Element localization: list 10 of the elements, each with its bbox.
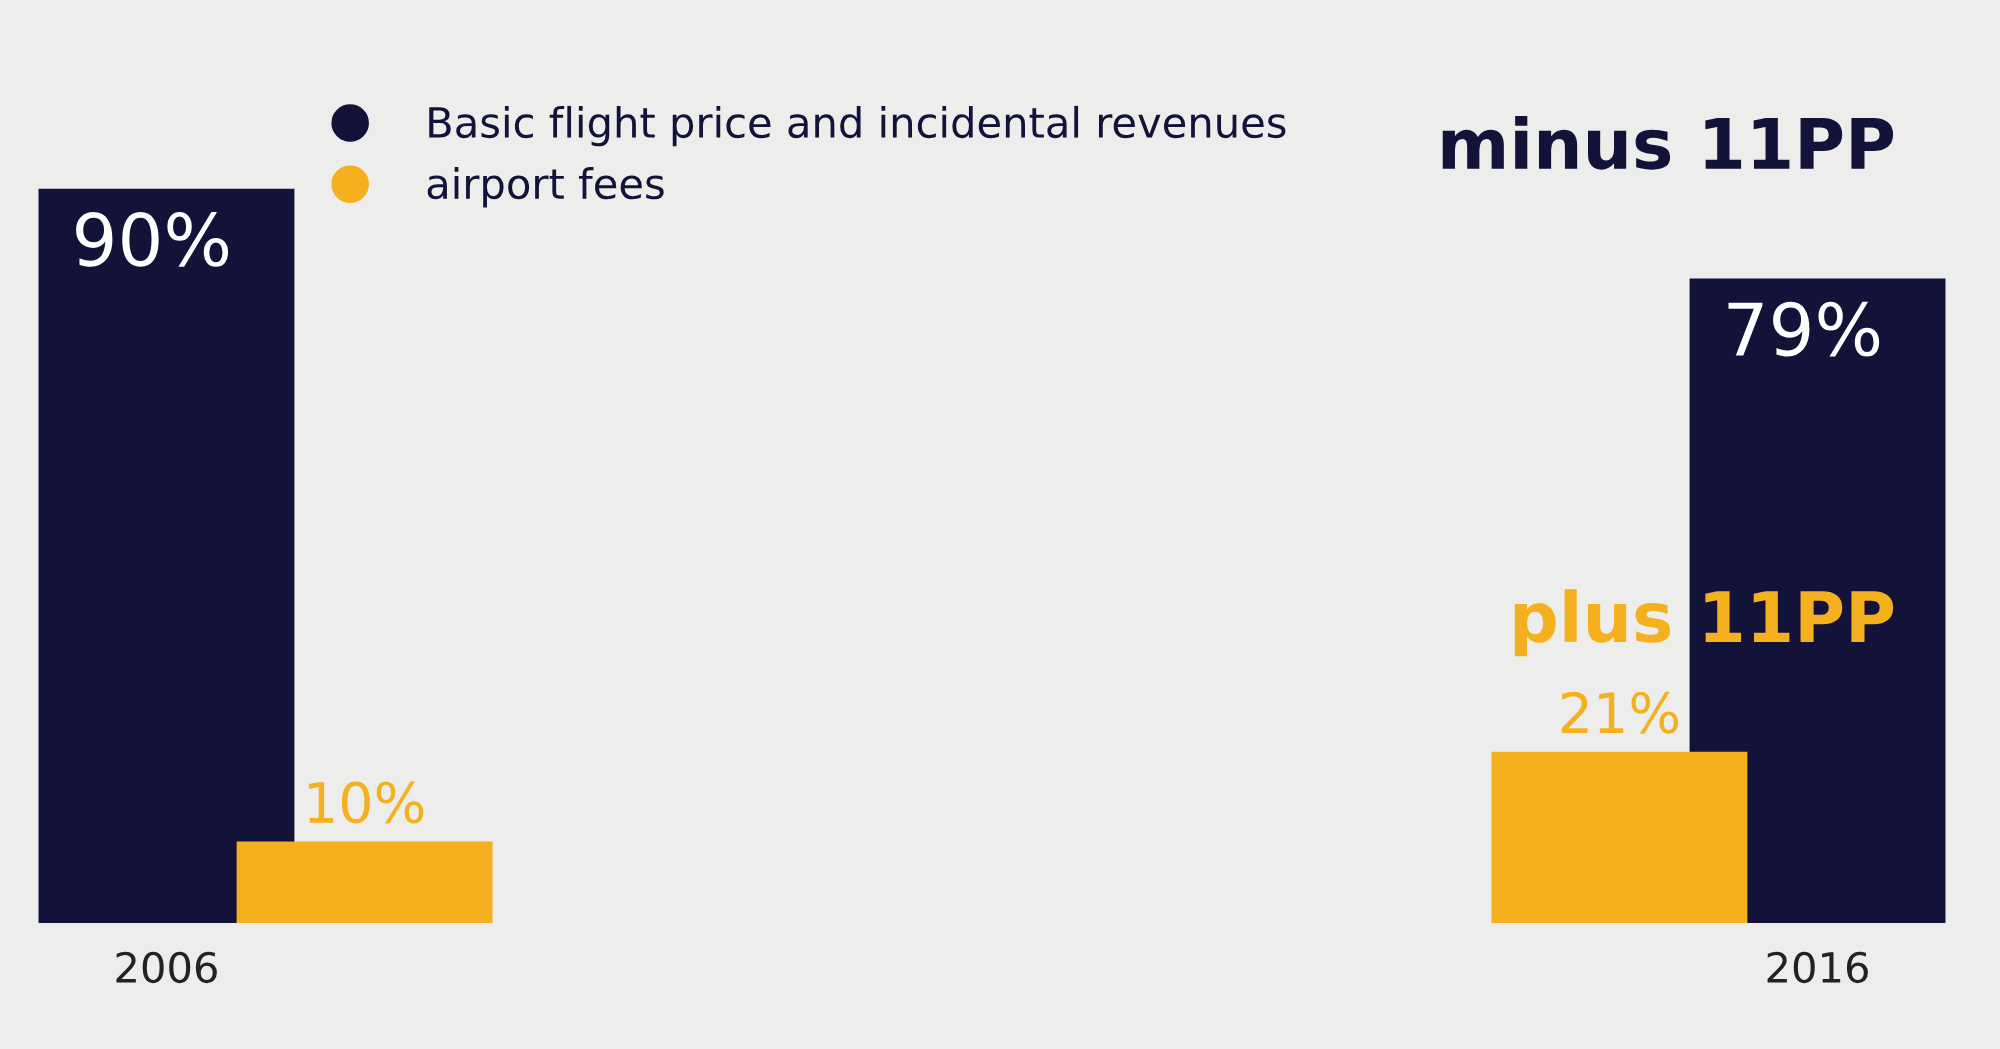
data-label: 10%: [308, 781, 424, 824]
x-tick-label: 2016: [1767, 951, 1868, 984]
data-label: 90%: [76, 212, 229, 267]
data-label: 21%: [1561, 691, 1679, 734]
text: minus 11PP: [1442, 115, 1894, 170]
legend-label: airport fees: [427, 167, 664, 208]
x-tick-label: 2006: [116, 951, 217, 984]
legend-label: Basic flight price and incidental revenues: [429, 105, 1286, 147]
annotation: plus 11PP: [1514, 589, 1894, 657]
data-label: 79%: [1728, 301, 1880, 357]
